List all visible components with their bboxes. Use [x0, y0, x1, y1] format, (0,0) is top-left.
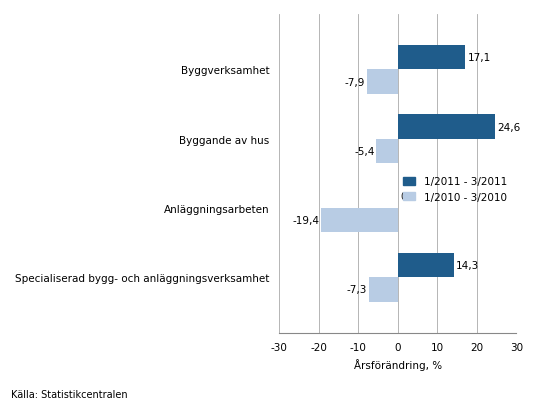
Bar	[398, 46, 465, 70]
Bar	[321, 209, 398, 233]
X-axis label: Årsförändring, %: Årsförändring, %	[353, 358, 442, 370]
Text: 14,3: 14,3	[456, 261, 479, 271]
Bar	[377, 140, 398, 164]
Text: -7,9: -7,9	[344, 77, 365, 87]
Bar	[398, 115, 495, 140]
Text: 0,1: 0,1	[400, 191, 416, 201]
Text: 24,6: 24,6	[497, 122, 520, 132]
Text: 17,1: 17,1	[468, 53, 491, 63]
Bar	[369, 277, 398, 302]
Text: -19,4: -19,4	[292, 216, 319, 226]
Legend: 1/2011 - 3/2011, 1/2010 - 3/2010: 1/2011 - 3/2011, 1/2010 - 3/2010	[399, 173, 511, 206]
Text: -5,4: -5,4	[354, 146, 374, 156]
Bar	[366, 70, 398, 95]
Text: -7,3: -7,3	[346, 285, 367, 295]
Bar	[398, 253, 454, 277]
Text: Källa: Statistikcentralen: Källa: Statistikcentralen	[11, 389, 128, 399]
